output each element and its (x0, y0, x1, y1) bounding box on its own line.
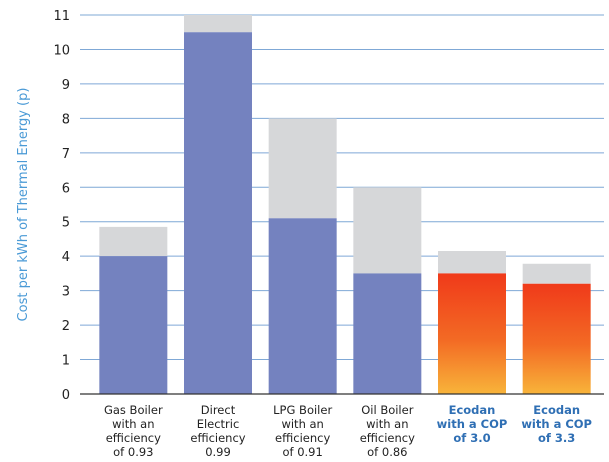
x-category-label: Oil Boiler with an efficiency of 0.86 (359, 403, 415, 459)
bar-range-segment (268, 118, 337, 219)
bars (99, 15, 591, 395)
y-axis-label: Cost per kWh of Thermal Energy (p) (16, 88, 31, 322)
y-tick-label: 9 (62, 78, 70, 93)
y-tick-label: 7 (62, 147, 70, 162)
y-axis-ticks: 0 1 2 3 4 5 6 7 8 9 10 11 (53, 9, 70, 403)
x-category-label: Gas Boiler with an efficiency of 0.93 (103, 403, 163, 459)
y-tick-label: 10 (53, 43, 70, 58)
bar-base-segment (353, 273, 422, 394)
x-category-label: Direct Electric efficiency 0.99 (190, 403, 246, 459)
y-tick-label: 5 (62, 216, 70, 231)
bar-range-segment (99, 226, 168, 257)
bar-range-segment (353, 187, 422, 274)
y-tick-label: 4 (62, 250, 70, 265)
bar-base-segment (99, 256, 168, 394)
x-category-label: LPG Boiler with an efficiency of 0.91 (273, 403, 333, 459)
y-tick-label: 1 (62, 354, 70, 369)
x-category-label: Ecodan with a COP of 3.0 (436, 403, 508, 445)
bar-base-segment (268, 218, 337, 394)
bar-range-segment (184, 15, 252, 33)
bar-base-segment (184, 32, 252, 395)
y-tick-label: 0 (62, 388, 70, 403)
bar-range-segment (438, 251, 506, 274)
y-tick-label: 11 (53, 9, 70, 24)
x-category-label: Ecodan with a COP of 3.3 (521, 403, 592, 445)
y-tick-label: 2 (62, 319, 70, 334)
y-tick-label: 6 (62, 181, 70, 196)
y-tick-label: 8 (62, 112, 70, 127)
bar-range-segment (522, 263, 591, 284)
bar-base-segment (522, 283, 591, 394)
y-tick-label: 3 (62, 285, 70, 300)
bar-base-segment (438, 273, 506, 394)
